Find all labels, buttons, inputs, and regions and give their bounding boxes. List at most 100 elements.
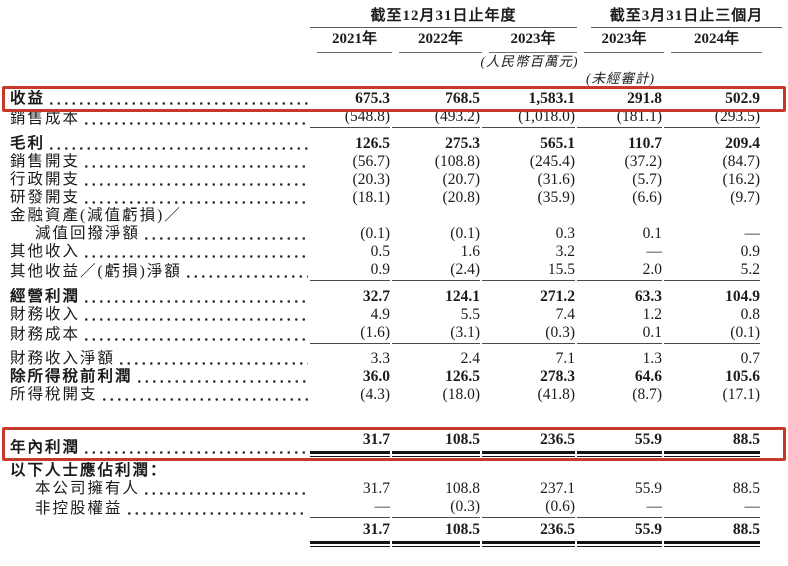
value: 31.7 bbox=[310, 431, 390, 457]
value: (20.8) bbox=[442, 189, 480, 206]
value-cell: 31.7 bbox=[310, 431, 392, 457]
row-label: 經營利潤 bbox=[10, 288, 81, 305]
value: (9.7) bbox=[730, 189, 760, 206]
value: 565.1 bbox=[540, 135, 575, 152]
dot-leader bbox=[85, 165, 308, 168]
value-cell: — bbox=[664, 225, 762, 243]
row-label: 其他收入 bbox=[10, 243, 81, 260]
value-cell: 110.7 bbox=[577, 135, 664, 153]
year-column-2023: 2023年 bbox=[489, 24, 577, 53]
value-cell: (18.1) bbox=[310, 189, 392, 207]
value-cell: (41.8) bbox=[482, 386, 577, 404]
value: (0.6) bbox=[482, 498, 575, 518]
value: 768.5 bbox=[445, 90, 480, 107]
value: (2.4) bbox=[392, 261, 480, 281]
currency-unit-note: (人民幣百萬元) bbox=[480, 54, 579, 69]
value-cell: (4.3) bbox=[310, 386, 392, 404]
row-label-cell: 年內利潤 bbox=[10, 439, 310, 457]
dot-leader bbox=[102, 398, 308, 401]
value-cell: 1,583.1 bbox=[482, 90, 577, 108]
value-cell: (3.1) bbox=[392, 324, 482, 344]
value-cell: 2.0 bbox=[577, 261, 664, 281]
table-row: 其他收益／(虧損)淨額 0.9 (2.4) 15.5 2.0 5.2 bbox=[10, 261, 762, 281]
value-cell: 1.6 bbox=[392, 243, 482, 261]
row-label: 所得稅開支 bbox=[10, 386, 98, 403]
table-row: 減值回撥淨額 (0.1) (0.1) 0.3 0.1 — bbox=[10, 225, 762, 243]
table-row: 金融資產(減值虧損)／ bbox=[10, 207, 762, 225]
row-label-cell: 其他收入 bbox=[10, 243, 310, 261]
value: (1.6) bbox=[310, 324, 390, 344]
value: (0.1) bbox=[450, 225, 480, 242]
value-cell: (0.1) bbox=[664, 324, 762, 344]
value-cell: (6.6) bbox=[577, 189, 664, 207]
value: (181.1) bbox=[577, 108, 662, 128]
dot-leader bbox=[85, 255, 308, 258]
year-headers-row: 2021年 2022年 2023年 2023年 2024年 bbox=[10, 24, 762, 53]
column-groups-row: 截至12月31日止年度 截至3月31日止三個月 bbox=[10, 4, 782, 28]
value-cell: 0.1 bbox=[577, 324, 664, 344]
value: — bbox=[310, 498, 390, 518]
value: (31.6) bbox=[537, 171, 575, 188]
value-cell: (56.7) bbox=[310, 153, 392, 171]
year-column-2022: 2022年 bbox=[399, 24, 482, 53]
value-cell: (20.7) bbox=[392, 171, 482, 189]
value-cell: 108.8 bbox=[392, 480, 482, 498]
value-cell: 55.9 bbox=[577, 431, 664, 457]
column-group-quarterly: 截至3月31日止三個月 bbox=[591, 4, 782, 28]
value-cell: 88.5 bbox=[664, 521, 762, 547]
quarter-column-2023: 2023年 bbox=[584, 24, 664, 53]
value-cell: 565.1 bbox=[482, 135, 577, 153]
value: 88.5 bbox=[664, 431, 760, 457]
dot-leader bbox=[85, 338, 308, 341]
dot-leader bbox=[85, 183, 308, 186]
value: 675.3 bbox=[355, 90, 390, 107]
table-row: 行政開支 (20.3) (20.7) (31.6) (5.7) (16.2) bbox=[10, 171, 762, 189]
value: 126.5 bbox=[445, 368, 480, 385]
value: 1.6 bbox=[460, 243, 480, 260]
dot-leader bbox=[145, 492, 308, 495]
value-cell: 2.4 bbox=[392, 350, 482, 368]
table-row: 銷售開支 (56.7) (108.8) (245.4) (37.2) (84.7) bbox=[10, 153, 762, 171]
value-cell: (108.8) bbox=[392, 153, 482, 171]
table-row: 31.7 108.5 236.5 55.9 88.5 bbox=[10, 521, 762, 539]
value-cell: 502.9 bbox=[664, 90, 762, 108]
value: 105.6 bbox=[725, 368, 760, 385]
value-cell: — bbox=[577, 498, 664, 518]
value-cell: 126.5 bbox=[310, 135, 392, 153]
value: 88.5 bbox=[732, 480, 760, 497]
value-cell: 5.5 bbox=[392, 306, 482, 324]
value-cell: (0.1) bbox=[392, 225, 482, 243]
value-cell: 55.9 bbox=[577, 480, 664, 498]
value: 275.3 bbox=[445, 135, 480, 152]
table-row: 財務成本 (1.6) (3.1) (0.3) 0.1 (0.1) bbox=[10, 324, 762, 344]
value-cell: (493.2) bbox=[392, 108, 482, 128]
row-label-cell: 經營利潤 bbox=[10, 288, 310, 306]
value: (0.1) bbox=[360, 225, 390, 242]
value: 126.5 bbox=[355, 135, 390, 152]
value-cell: — bbox=[310, 498, 392, 518]
row-label-cell: 銷售成本 bbox=[10, 110, 310, 128]
table-row: 經營利潤 32.7 124.1 271.2 63.3 104.9 bbox=[10, 288, 762, 306]
table-row: 所得稅開支 (4.3) (18.0) (41.8) (8.7) (17.1) bbox=[10, 386, 762, 404]
value: (245.4) bbox=[529, 153, 575, 170]
row-label-cell: 其他收益／(虧損)淨額 bbox=[10, 263, 310, 281]
value: 5.5 bbox=[460, 306, 480, 323]
table-row: 毛利 126.5 275.3 565.1 110.7 209.4 bbox=[10, 135, 762, 153]
currency-unit-cell: (人民幣百萬元) bbox=[480, 50, 579, 70]
value-cell: 675.3 bbox=[310, 90, 392, 108]
value: 31.7 bbox=[362, 480, 390, 497]
value-cell: 237.1 bbox=[482, 480, 577, 498]
row-label: 財務收入 bbox=[10, 306, 81, 323]
value: 271.2 bbox=[540, 288, 575, 305]
value-cell: (181.1) bbox=[577, 108, 664, 128]
value: 124.1 bbox=[445, 288, 480, 305]
dot-leader bbox=[186, 275, 308, 278]
value: (18.0) bbox=[442, 386, 480, 403]
value-cell: 7.1 bbox=[482, 350, 577, 368]
row-label-cell: 財務收入 bbox=[10, 306, 310, 324]
column-group-annual: 截至12月31日止年度 bbox=[310, 4, 577, 28]
value: (1,018.0) bbox=[482, 108, 575, 128]
value-cell: 3.3 bbox=[310, 350, 392, 368]
table-row: 收益 675.3 768.5 1,583.1 291.8 502.9 bbox=[2, 86, 786, 112]
value: 237.1 bbox=[540, 480, 575, 497]
